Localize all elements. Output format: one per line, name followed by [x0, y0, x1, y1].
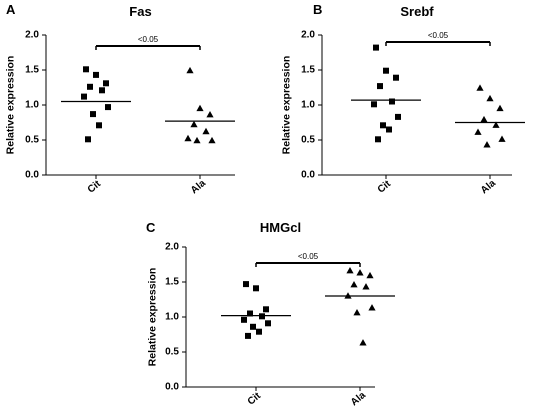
chart-title: Srebf [400, 4, 434, 19]
significance-label: <0.05 [298, 252, 319, 261]
y-tick-label: 0.5 [165, 347, 179, 358]
panel-b: B Srebf Relative expression 0.0 0.5 1.0 1.5 2.0… [281, 2, 525, 196]
data-point-square [90, 111, 96, 118]
y-tick-label: 1.5 [25, 65, 39, 76]
y-tick-label: 2.0 [165, 242, 179, 253]
data-point-triangle [208, 136, 216, 144]
data-point-square [380, 122, 386, 129]
y-tick-label: 1.0 [301, 100, 315, 111]
category-label-ala: Ala [189, 178, 208, 197]
data-point-square [93, 71, 99, 78]
panel-a: A Fas Relative expression 0.0 0.5 1.0 1.5 2.0 Ci… [5, 2, 235, 196]
data-point-triangle [359, 339, 367, 346]
data-point-triangle [368, 304, 376, 311]
data-point-triangle [193, 136, 201, 144]
y-tick-label: 0.5 [301, 135, 315, 146]
chart-title: Fas [129, 4, 151, 19]
y-axis-label: Relative expression [5, 56, 17, 155]
y-tick-label: 0.0 [165, 382, 179, 393]
data-point-square [105, 104, 111, 111]
data-point-square [87, 83, 93, 90]
category-label-cit: Cit [86, 178, 104, 195]
data-point-square [243, 281, 249, 288]
data-point-square [386, 126, 392, 133]
y-tick-label: 0.0 [25, 170, 39, 181]
category-label-cit: Cit [376, 178, 394, 195]
chart-title: HMGcl [260, 220, 301, 235]
category-label-ala: Ala [479, 178, 498, 197]
data-point-square [103, 80, 109, 87]
data-point-triangle [492, 121, 500, 128]
data-point-square [371, 101, 377, 108]
category-label-cit: Cit [246, 390, 264, 407]
y-tick-label: 1.0 [25, 100, 39, 111]
y-tick-label: 2.0 [25, 30, 39, 41]
data-point-square [247, 310, 253, 317]
data-point-triangle [190, 120, 198, 128]
data-point-square [241, 316, 247, 323]
panel-c: C HMGcl Relative expression 0.0 0.5 1.0 1.5 2.0… [146, 220, 395, 408]
data-point-square [393, 74, 399, 81]
data-point-square [245, 332, 251, 339]
data-point-square [81, 93, 87, 100]
data-point-triangle [353, 309, 361, 316]
data-point-square [85, 136, 91, 143]
data-point-triangle [476, 84, 484, 91]
panel-letter: B [313, 2, 322, 17]
data-point-triangle [196, 104, 204, 112]
data-point-triangle [356, 269, 364, 276]
data-point-square [256, 328, 262, 335]
y-axis-label: Relative expression [147, 268, 159, 367]
data-point-square [263, 306, 269, 313]
panel-letter: A [6, 2, 16, 17]
data-point-square [259, 313, 265, 320]
data-point-triangle [186, 66, 194, 74]
data-point-triangle [202, 127, 210, 135]
data-point-square [383, 67, 389, 74]
y-tick-label: 1.5 [165, 277, 179, 288]
data-point-square [96, 122, 102, 129]
data-point-triangle [366, 271, 374, 279]
data-point-square [377, 83, 383, 90]
data-point-square [253, 285, 259, 292]
data-point-square [375, 136, 381, 143]
panel-letter: C [146, 220, 156, 235]
data-point-triangle [498, 135, 506, 142]
data-point-triangle [483, 141, 491, 148]
data-point-triangle [496, 104, 504, 112]
data-point-triangle [362, 283, 370, 290]
category-label-ala: Ala [349, 390, 368, 409]
data-point-square [99, 87, 105, 94]
significance-label: <0.05 [428, 31, 449, 40]
data-point-square [373, 44, 379, 51]
data-point-triangle [486, 94, 494, 102]
significance-label: <0.05 [138, 35, 159, 44]
data-point-triangle [184, 134, 192, 142]
y-tick-label: 0.5 [25, 135, 39, 146]
y-tick-label: 2.0 [301, 30, 315, 41]
data-point-square [250, 323, 256, 330]
y-axis-label: Relative expression [281, 56, 293, 155]
y-tick-label: 1.5 [301, 65, 315, 76]
data-point-triangle [480, 115, 488, 123]
data-point-triangle [350, 281, 358, 288]
y-tick-label: 0.0 [301, 170, 315, 181]
data-point-square [395, 113, 401, 120]
data-point-square [389, 98, 395, 105]
y-tick-label: 1.0 [165, 312, 179, 323]
data-point-square [265, 320, 271, 327]
data-point-triangle [346, 267, 354, 274]
data-point-square [83, 66, 89, 73]
data-point-triangle [474, 128, 482, 135]
data-point-triangle [206, 111, 214, 118]
